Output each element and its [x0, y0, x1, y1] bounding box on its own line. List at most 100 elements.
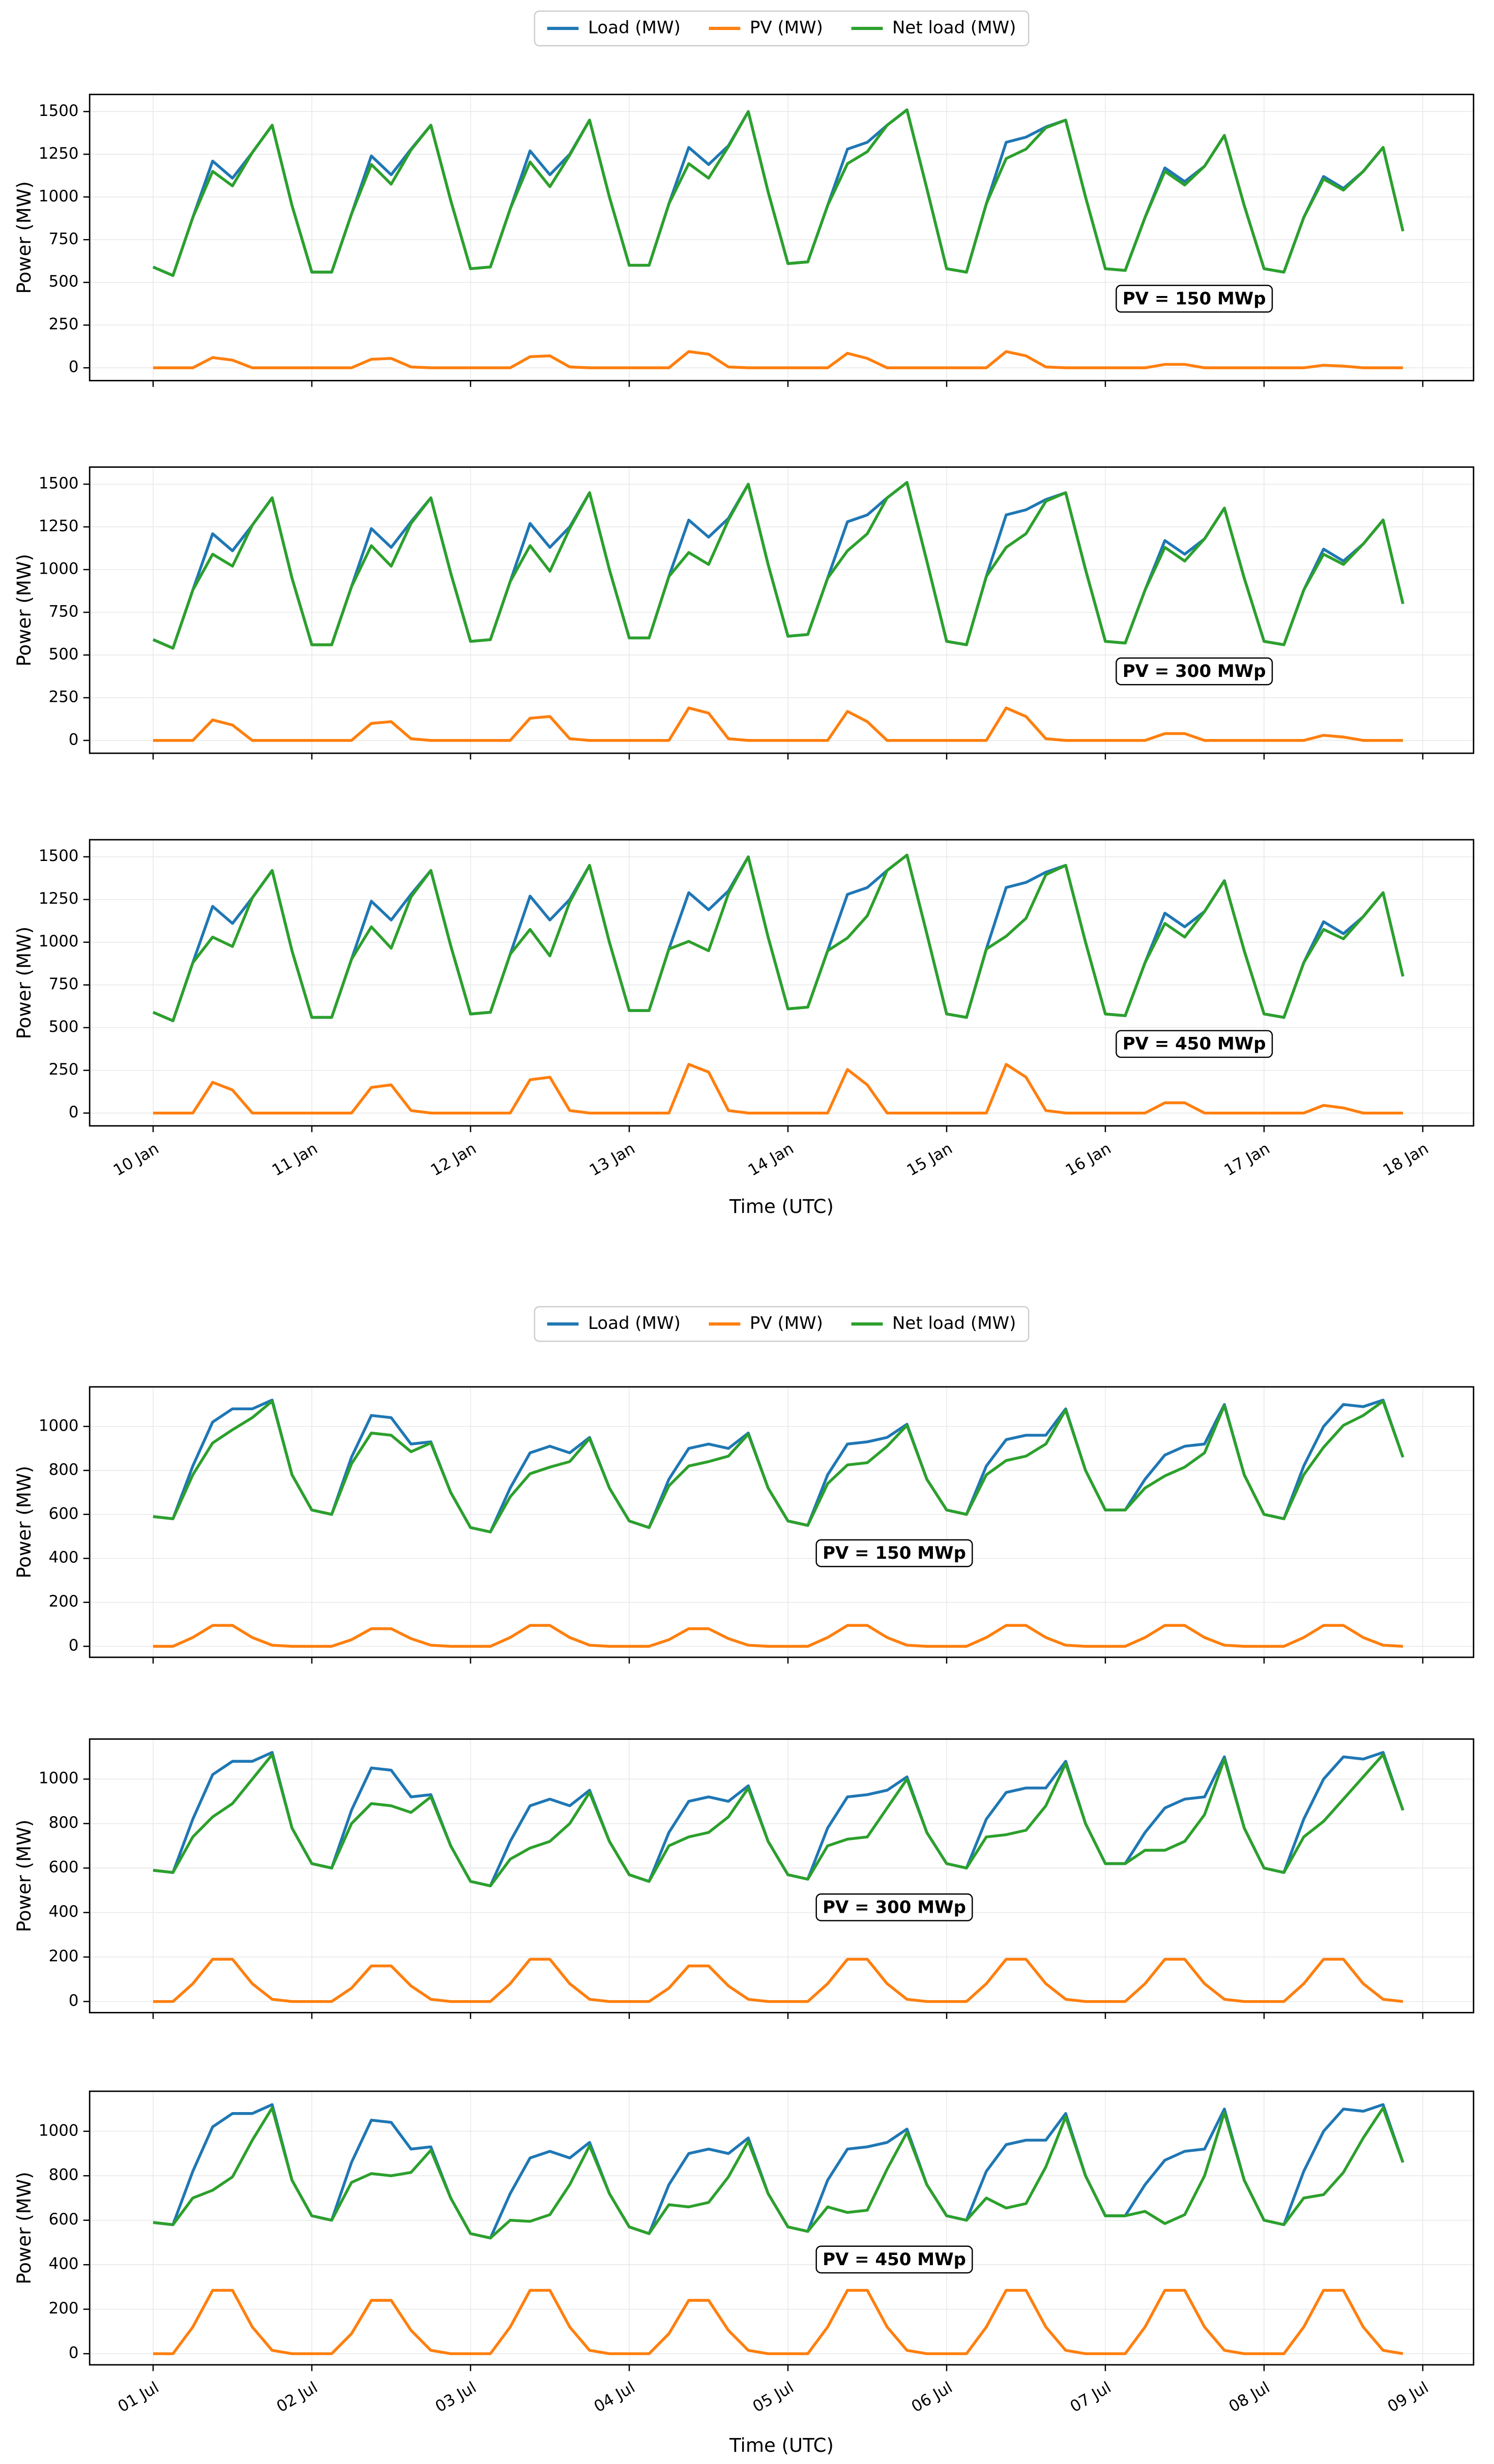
legend-label: Net load (MW) — [892, 1313, 1016, 1333]
y-tick-label: 1250 — [39, 144, 79, 163]
y-tick-label: 1000 — [39, 187, 79, 205]
series-line — [153, 350, 1403, 369]
x-tick-label: 09 Jul — [1385, 2378, 1432, 2416]
y-axis-label: Power (MW) — [13, 181, 35, 293]
x-tick-label: 01 Jul — [115, 2378, 162, 2416]
annotation-box — [1116, 284, 1273, 313]
series-line — [152, 853, 1404, 1023]
annotation-text: PV = 450 MWp — [1123, 1034, 1266, 1054]
y-tick-label: 750 — [49, 230, 79, 248]
y-tick-label: 200 — [49, 1592, 79, 1611]
legend-label: Load (MW) — [588, 1313, 681, 1333]
x-tick-label: 15 Jan — [904, 1139, 956, 1180]
annotation: PV = 300 MWp — [1116, 657, 1273, 686]
y-axis-label: Power (MW) — [13, 2172, 35, 2284]
annotation: PV = 450 MWp — [815, 2245, 973, 2274]
x-tick-label: 12 Jan — [428, 1139, 480, 1180]
x-tick-label: 16 Jan — [1063, 1139, 1115, 1180]
x-tick-label: 02 Jul — [274, 2378, 321, 2416]
plot-frame — [89, 2090, 1475, 2366]
y-tick-label: 800 — [49, 1814, 79, 1832]
annotation-box — [1116, 657, 1273, 686]
plot-frame — [89, 1738, 1475, 2013]
series-line — [153, 2289, 1403, 2355]
y-tick-label: 1000 — [39, 559, 79, 578]
series-line — [153, 1957, 1403, 2003]
series-line — [153, 1063, 1403, 1115]
y-tick-label: 500 — [49, 645, 79, 663]
series-line — [152, 108, 1404, 277]
y-tick-label: 1000 — [39, 932, 79, 951]
y-tick-label: 400 — [49, 1903, 79, 1921]
y-tick-label: 250 — [49, 1060, 79, 1079]
series-line — [153, 706, 1403, 742]
x-tick-label: 14 Jan — [745, 1139, 797, 1180]
annotation: PV = 450 MWp — [1116, 1030, 1273, 1058]
x-tick-label: 17 Jan — [1221, 1139, 1273, 1180]
legend-box — [534, 1306, 1030, 1342]
annotation-text: PV = 150 MWp — [1123, 288, 1266, 309]
y-tick-label: 400 — [49, 2255, 79, 2273]
x-axis-label: Time (UTC) — [729, 2435, 834, 2456]
annotation-box — [815, 2245, 973, 2274]
plot-frame — [89, 1386, 1475, 1658]
plot-background — [90, 1387, 1474, 1657]
plot-background — [90, 2091, 1474, 2365]
x-tick-label: 11 Jan — [269, 1139, 321, 1180]
legend: Load (MW) PV (MW) Net load (MW) — [534, 10, 1030, 47]
y-tick-label: 0 — [69, 2344, 79, 2362]
legend-label: Net load (MW) — [892, 17, 1016, 38]
y-tick-label: 250 — [49, 688, 79, 706]
y-tick-label: 1500 — [39, 474, 79, 493]
y-tick-label: 500 — [49, 1018, 79, 1036]
x-tick-label: 03 Jul — [432, 2378, 480, 2416]
series-line — [153, 2106, 1404, 2240]
y-tick-label: 800 — [49, 2166, 79, 2184]
x-tick-label: 10 Jan — [110, 1139, 162, 1180]
y-tick-label: 200 — [49, 1947, 79, 1966]
y-tick-label: 600 — [49, 2210, 79, 2229]
y-tick-label: 750 — [49, 975, 79, 993]
annotation: PV = 300 MWp — [815, 1893, 973, 1921]
y-tick-label: 0 — [69, 1103, 79, 1121]
series-line — [153, 1624, 1403, 1648]
y-tick-label: 200 — [49, 2299, 79, 2318]
y-axis-label: Power (MW) — [13, 1820, 35, 1932]
legend-label: PV (MW) — [750, 1313, 823, 1333]
x-tick-label: 13 Jan — [587, 1139, 638, 1180]
x-tick-label: 07 Jul — [1067, 2378, 1115, 2416]
annotation-box — [1116, 1030, 1273, 1058]
series-line — [152, 481, 1404, 650]
y-axis-label: Power (MW) — [13, 554, 35, 666]
x-tick-label: 18 Jan — [1380, 1139, 1432, 1180]
y-tick-label: 400 — [49, 1549, 79, 1567]
y-tick-label: 1250 — [39, 517, 79, 536]
annotation: PV = 150 MWp — [1116, 284, 1273, 313]
y-tick-label: 800 — [49, 1461, 79, 1479]
annotation: PV = 150 MWp — [815, 1539, 973, 1567]
y-axis-label: Power (MW) — [13, 927, 35, 1039]
legend-label: PV (MW) — [750, 17, 823, 38]
x-axis-label: Time (UTC) — [729, 1196, 834, 1218]
y-tick-label: 1250 — [39, 889, 79, 908]
plot-frame — [89, 839, 1475, 1127]
y-axis-label: Power (MW) — [13, 1466, 35, 1578]
series-line — [153, 1400, 1404, 1534]
y-tick-label: 0 — [69, 358, 79, 376]
y-tick-label: 0 — [69, 1637, 79, 1655]
legend-box — [534, 10, 1030, 47]
plot-background — [90, 1739, 1474, 2013]
y-tick-label: 500 — [49, 273, 79, 291]
y-tick-label: 1000 — [39, 2121, 79, 2140]
legend: Load (MW) PV (MW) Net load (MW) — [534, 1306, 1030, 1342]
annotation-text: PV = 450 MWp — [823, 2249, 966, 2270]
annotation-text: PV = 150 MWp — [823, 1543, 966, 1563]
y-tick-label: 1500 — [39, 102, 79, 120]
y-tick-label: 1000 — [39, 1769, 79, 1788]
plot-frame — [89, 466, 1475, 754]
annotation-box — [815, 1893, 973, 1921]
x-tick-label: 04 Jul — [591, 2378, 638, 2416]
y-tick-label: 750 — [49, 602, 79, 620]
y-tick-label: 1000 — [39, 1416, 79, 1435]
